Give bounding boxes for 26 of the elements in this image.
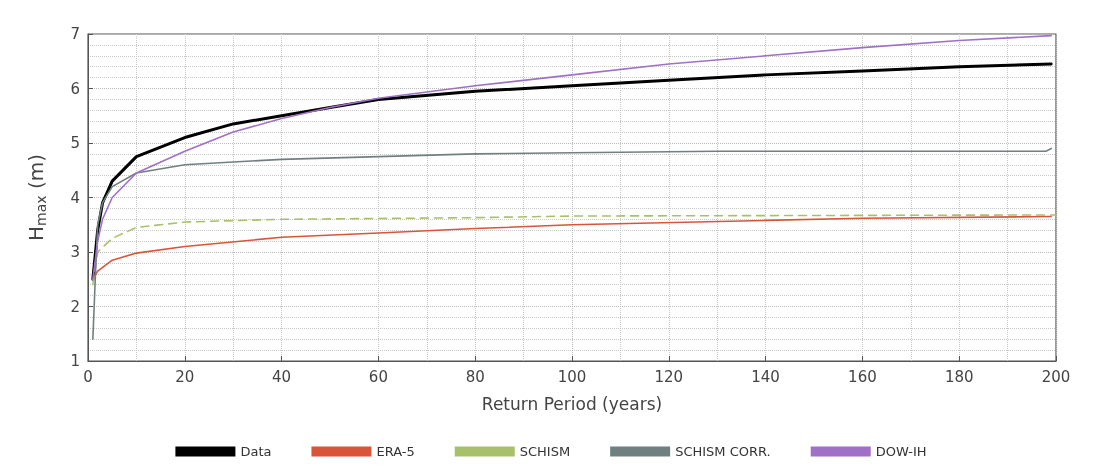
x-tick-label: 100: [557, 367, 587, 386]
y-tick-label: 1: [70, 352, 80, 370]
y-tick-label: 5: [70, 134, 80, 152]
x-tick-label: 160: [848, 367, 877, 386]
line-series: [92, 147, 1052, 340]
x-tick-label: 60: [368, 367, 388, 386]
y-tick-label: 7: [70, 25, 80, 43]
y-tick-label: 6: [70, 79, 80, 98]
y-tick-label: 4: [70, 188, 80, 207]
legend-label: DOW-IH: [875, 444, 927, 459]
x-tick-label: 0: [83, 367, 93, 386]
x-tick-label: 140: [751, 367, 780, 386]
x-axis-title: Return Period (years): [481, 393, 663, 414]
legend-label: SCHISM CORR.: [675, 444, 771, 459]
x-tick-label: 120: [654, 367, 684, 386]
y-tick-label: 3: [70, 243, 80, 261]
x-tick-label: 40: [272, 367, 292, 386]
legend-label: ERA-5: [376, 444, 415, 459]
legend-label: SCHISM: [519, 444, 571, 459]
y-axis-title: Hmax (m): [24, 154, 49, 241]
x-tick-label: 80: [465, 367, 485, 386]
x-tick-label: 20: [175, 367, 195, 386]
legend-label: Data: [240, 444, 272, 459]
x-tick-label: 200: [1041, 367, 1071, 386]
x-tick-label: 180: [944, 367, 974, 386]
y-tick-label: 2: [70, 297, 80, 316]
